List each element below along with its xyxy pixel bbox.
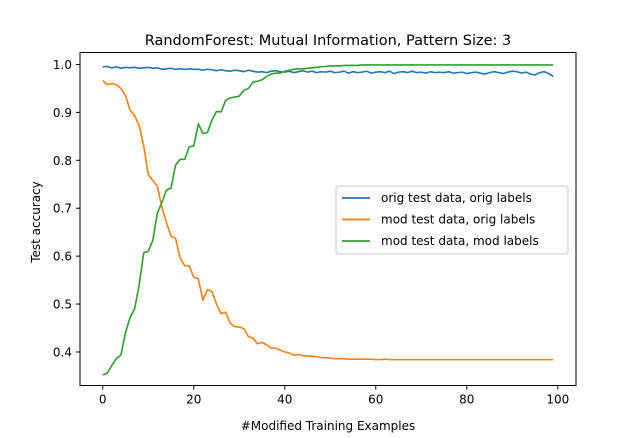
y-tick-label: 0.6 — [53, 250, 72, 264]
x-tick-label: 60 — [368, 393, 383, 407]
x-tick-label: 0 — [99, 393, 107, 407]
y-tick-label: 0.4 — [53, 345, 72, 359]
legend: orig test data, orig labels mod test dat… — [335, 185, 569, 255]
series-line-2 — [102, 64, 554, 376]
x-axis-ticks: 0 20 40 60 80 100 — [99, 385, 569, 407]
chart-title: RandomForest: Mutual Information, Patter… — [145, 33, 512, 49]
legend-label-orig-orig: orig test data, orig labels — [381, 191, 532, 205]
x-tick-label: 20 — [186, 393, 201, 407]
series-line-1 — [102, 80, 554, 361]
x-tick-label: 100 — [546, 393, 569, 407]
x-tick-label: 80 — [459, 393, 474, 407]
x-tick-label: 40 — [277, 393, 292, 407]
series-line-0 — [102, 65, 554, 78]
x-axis-label: #Modified Training Examples — [241, 419, 416, 433]
legend-label-mod-mod: mod test data, mod labels — [381, 234, 539, 248]
y-tick-label: 0.8 — [53, 154, 72, 168]
y-axis-label: Test accuracy — [29, 181, 43, 264]
series-layer — [102, 64, 554, 376]
y-tick-label: 0.5 — [53, 298, 72, 312]
y-tick-label: 0.7 — [53, 202, 72, 216]
legend-label-mod-orig: mod test data, orig labels — [381, 213, 535, 227]
y-tick-label: 1.0 — [53, 58, 72, 72]
y-axis-ticks: 0.4 0.5 0.6 0.7 0.8 0.9 1.0 — [53, 58, 80, 359]
plot-frame — [79, 52, 577, 386]
legend-box — [335, 185, 569, 255]
y-tick-label: 0.9 — [53, 106, 72, 120]
